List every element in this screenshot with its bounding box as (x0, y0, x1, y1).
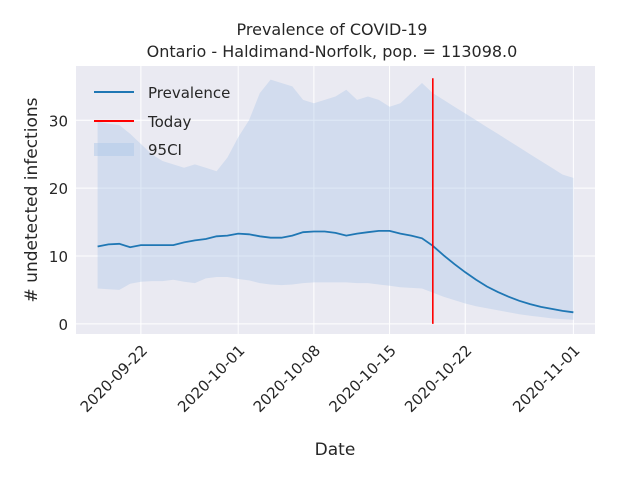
legend: Prevalence Today 95CI (94, 84, 230, 159)
x-tick-label: 2020-10-22 (401, 342, 475, 416)
x-tick-label: 2020-10-08 (250, 342, 324, 416)
chart-title: Prevalence of COVID-19 (237, 20, 428, 39)
x-tick-labels: 2020-09-22 2020-10-01 2020-10-08 2020-10-15… (77, 342, 584, 416)
y-tick-label: 20 (49, 180, 68, 198)
x-tick-label: 2020-10-15 (325, 342, 399, 416)
chart-subtitle: Ontario - Haldimand-Norfolk, pop. = 1130… (147, 42, 518, 61)
legend-label-today: Today (147, 113, 192, 131)
ci-band-layer (97, 79, 574, 320)
x-tick-label: 2020-09-22 (77, 342, 151, 416)
y-tick-label: 30 (49, 112, 68, 130)
ci-band (97, 79, 574, 320)
prevalence-line (97, 229, 574, 314)
legend-label-prevalence: Prevalence (148, 84, 230, 102)
y-tick-label: 10 (49, 248, 68, 266)
legend-label-95ci: 95CI (148, 141, 182, 159)
x-tick-label: 2020-11-01 (509, 342, 583, 416)
legend-swatch-95ci (94, 143, 134, 156)
x-axis-label: Date (315, 440, 356, 460)
prevalence-line-layer (97, 229, 574, 314)
y-tick-label: 0 (58, 316, 68, 334)
y-tick-labels: 0 10 20 30 (49, 112, 68, 334)
plot-area (76, 66, 595, 334)
y-axis-label: # undetected infections (22, 97, 42, 302)
grid-lines (76, 66, 595, 334)
x-tick-label: 2020-10-01 (174, 342, 248, 416)
